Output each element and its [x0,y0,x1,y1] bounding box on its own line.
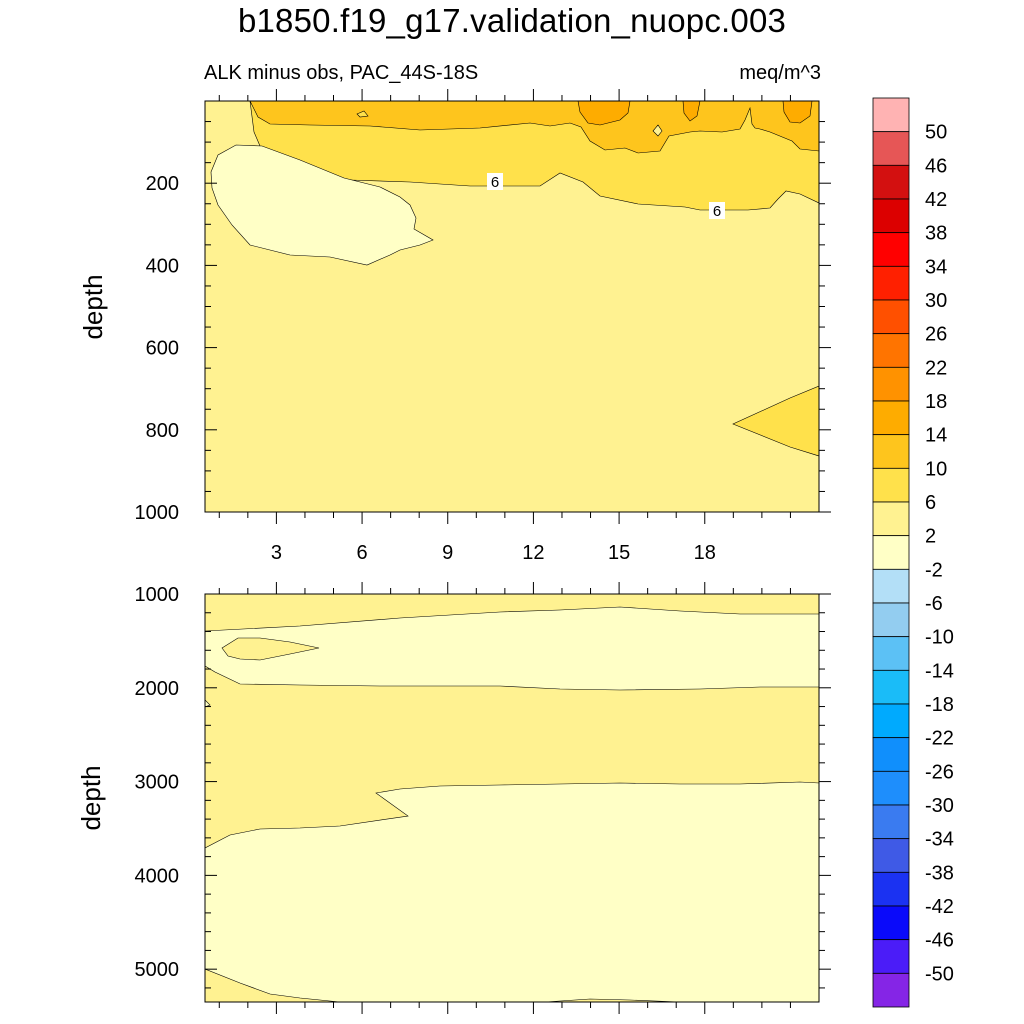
colorbar-swatch [872,366,910,402]
lower-region-2-6-bottom [205,968,341,1002]
y-tick-label: 4000 [135,865,180,887]
colorbar-label: -38 [925,862,954,884]
colorbar-label: -18 [925,694,954,716]
lower-region-2-6-lens [221,637,320,661]
upper-ticks: 3 6 9 12 15 18 200 400 600 800 1000 [135,89,831,564]
colorbar-label: 42 [925,189,947,211]
colorbar-swatch [872,198,910,234]
upper-panel: 6 6 3 6 9 12 15 18 200 400 600 800 1000 [135,89,831,564]
lower-ticks: 1000 2000 3000 4000 5000 [135,582,831,1014]
colorbar-label: 2 [925,526,936,548]
colorbar-swatch [872,770,910,806]
x-tick-label: 18 [694,542,716,564]
colorbar-swatch [872,602,910,638]
x-tick-label: 6 [357,542,368,564]
colorbar-swatch [872,131,910,166]
x-tick-label: 15 [608,542,630,564]
colorbar-label: -10 [925,627,954,649]
colorbar-swatch [872,636,910,671]
y-tick-label: 3000 [135,772,180,794]
colorbar-swatch [872,972,910,1008]
lower-frame [204,593,820,1003]
colorbar-swatch [872,265,910,301]
colorbar-label: 34 [925,256,947,278]
upper-contour-label: 6 [487,173,503,191]
colorbar-swatch [872,400,910,436]
colorbar-label: -34 [925,829,954,851]
colorbar-label: 10 [925,458,947,480]
lower-edge-notch [205,699,211,708]
upper-region-10-14 [249,101,819,154]
colorbar-label: 30 [925,290,947,312]
upper-contour-label: 6 [709,202,725,220]
colorbar-swatch [872,333,910,368]
colorbar-swatch [872,737,910,772]
colorbar-label: -22 [925,728,954,750]
colorbar-label: 6 [925,492,936,514]
colorbar-label: -30 [925,795,954,817]
colorbar-label: -42 [925,896,954,918]
colorbar-label: 46 [925,155,947,177]
colorbar-swatch [872,501,910,537]
colorbar-swatch [872,164,910,200]
colorbar-label: -46 [925,930,954,952]
colorbar-label: 50 [925,122,947,144]
y-tick-label: 200 [146,173,179,195]
y-tick-label: 5000 [135,959,180,981]
colorbar-swatch [872,434,910,469]
y-tick-label: 1000 [135,502,180,524]
colorbar-swatch [872,838,910,873]
colorbar-swatch [872,535,910,570]
y-tick-label: 800 [146,420,179,442]
lower-region-below-2-deep [205,781,819,1002]
upper-region-14-18 [682,101,701,122]
colorbar-swatch [872,905,910,941]
chart-subtitle-left: ALK minus obs, PAC_44S-18S [204,62,479,84]
contour-label: 6 [713,203,721,220]
upper-island [356,110,369,118]
x-tick-label: 12 [522,542,544,564]
colorbar-label: 18 [925,391,947,413]
contour-label: 6 [491,174,499,191]
colorbar: 50 46 42 38 34 30 26 22 18 14 10 6 2 -2 -6 -10 -14 -18 -22… [872,97,954,1008]
lower-y-axis-label: depth [76,765,106,830]
colorbar-label: 38 [925,223,947,245]
upper-region-below-2 [210,144,434,266]
upper-region-6-10-deep [732,385,819,457]
y-tick-label: 2000 [135,678,180,700]
x-tick-label: 3 [271,542,282,564]
upper-region-14-18 [577,101,631,126]
lower-region-below-2-upper [205,606,819,691]
colorbar-label: -14 [925,660,954,682]
chart-subtitle-units: meq/m^3 [739,62,821,84]
colorbar-label: -2 [925,559,943,581]
colorbar-swatch [872,232,910,267]
y-tick-label: 400 [146,255,179,277]
colorbar-label: 22 [925,357,947,379]
upper-island [652,124,663,137]
colorbar-swatch [872,467,910,503]
colorbar-swatch [872,871,910,907]
colorbar-label: 14 [925,425,947,447]
upper-region-14-18 [782,101,813,124]
colorbar-label: -6 [925,593,943,615]
colorbar-label: 26 [925,324,947,346]
colorbar-label: -50 [925,963,954,985]
x-tick-label: 9 [442,542,453,564]
colorbar-swatch [872,299,910,335]
chart-title: b1850.f19_g17.validation_nuopc.003 [237,2,787,39]
lower-region-2-6-bottom [544,998,681,1002]
colorbar-swatch [872,703,910,739]
colorbar-swatch [872,669,910,705]
colorbar-label: -26 [925,761,954,783]
upper-y-axis-label: depth [78,274,108,339]
colorbar-swatch [872,939,910,974]
colorbar-swatch [872,97,910,133]
colorbar-swatch [872,568,910,604]
lower-panel: 1000 2000 3000 4000 5000 [135,582,831,1014]
y-tick-label: 600 [146,338,179,360]
colorbar-swatch [872,804,910,840]
y-tick-label: 1000 [135,584,180,606]
